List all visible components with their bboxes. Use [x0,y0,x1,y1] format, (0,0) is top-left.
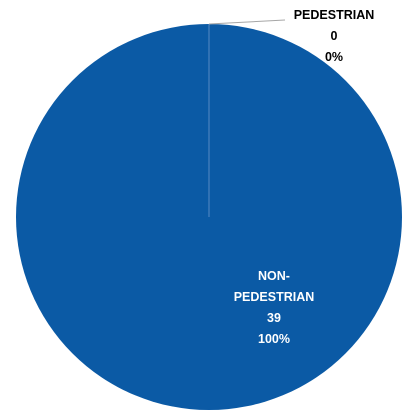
leader-line-pedestrian [208,19,286,25]
data-label-pedestrian-name: PEDESTRIAN [294,8,375,22]
data-label-non-pedestrian-percent: 100% [258,332,290,346]
data-label-pedestrian-percent: 0% [325,50,343,64]
data-label-pedestrian-value: 0 [331,29,338,43]
data-label-pedestrian: PEDESTRIAN 0 0% [294,8,375,64]
data-label-non-pedestrian-line2: PEDESTRIAN [234,290,315,304]
data-label-non-pedestrian: NON- PEDESTRIAN 39 100% [234,269,315,346]
data-label-non-pedestrian-value: 39 [267,311,281,325]
data-label-non-pedestrian-line1: NON- [258,269,290,283]
